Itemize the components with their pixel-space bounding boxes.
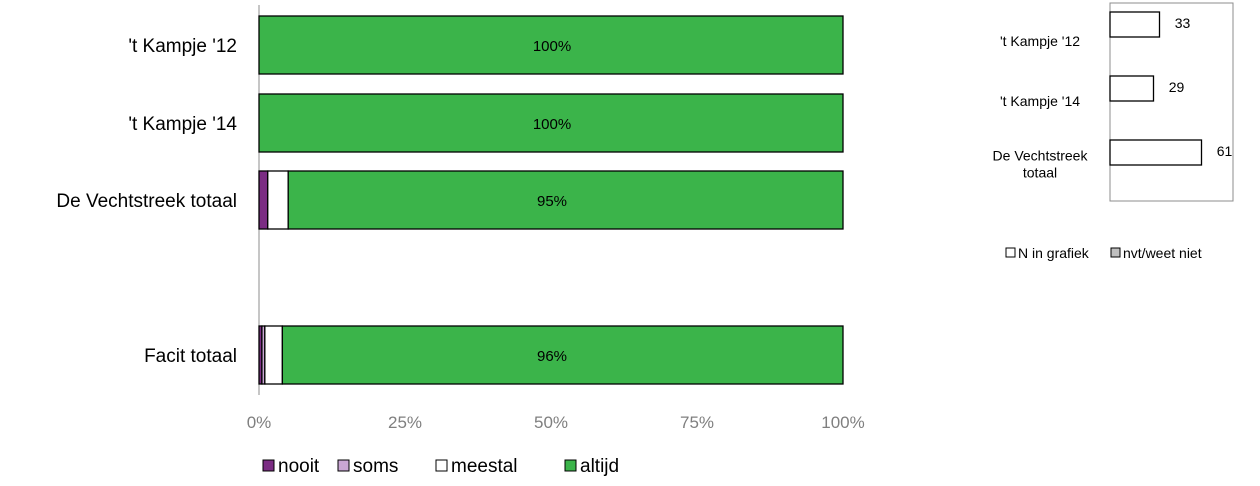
main-stacked-bar-chart: 't Kampje '12 100% 't Kampje '14 100% De Vec… [56,5,865,432]
n-plot-frame [1109,2,1234,202]
category-label-facit-totaal: Facit totaal [144,346,237,367]
main-legend: nooit soms meestal altijd [262,456,619,477]
legend-label-soms: soms [353,456,398,477]
n-bar-de-vechtstreek-totaal [1109,139,1203,166]
n-bar-chart: 33 't Kampje '12 29 't Kampje '14 61 De Vecht… [993,2,1234,202]
n-data-label-t-kampje-14: 29 [1169,79,1185,95]
bar-segment-altijd-facit-totaal [281,325,844,385]
data-label-facit-totaal: 96% [537,348,567,365]
category-label-t-kampje-14: 't Kampje '14 [128,114,237,135]
n-legend-label-nvt-weet-niet: nvt/weet niet [1123,245,1202,261]
bar-segment-altijd-de-vechtstreek-totaal [287,170,844,230]
bar-segment-altijd-t-kampje-14 [258,93,844,153]
x-tick-label-0: 0% [247,413,272,432]
n-legend: N in grafiek nvt/weet niet [1005,245,1202,261]
n-category-label-line: 't Kampje '14 [1000,93,1080,109]
legend-swatch-altijd [564,459,577,472]
bar-segment-nooit-de-vechtstreek-totaal [258,170,269,230]
x-tick-label-3: 75% [680,413,714,432]
n-bar-t-kampje-14 [1109,75,1155,102]
n-category-label-t-kampje-12: 't Kampje '12 [1000,33,1080,49]
data-label-de-vechtstreek-totaal: 95% [537,193,567,210]
n-category-label-de-vechtstreek-totaal: De Vechtstreek totaal [993,148,1089,181]
bar-segment-meestal-de-vechtstreek-totaal [267,170,289,230]
data-label-t-kampje-12: 100% [533,38,571,55]
x-tick-label-2: 50% [534,413,568,432]
legend-swatch-soms [337,459,350,472]
n-legend-swatch-nvt-weet-niet [1110,247,1121,258]
legend-label-meestal: meestal [451,456,518,477]
category-label-t-kampje-12: 't Kampje '12 [128,36,237,57]
n-legend-swatch-n-in-grafiek [1005,247,1016,258]
x-tick-label-1: 25% [388,413,422,432]
legend-swatch-nooit [262,459,275,472]
category-label-de-vechtstreek-totaal: De Vechtstreek totaal [56,191,237,212]
x-tick-label-4: 100% [821,413,864,432]
data-label-t-kampje-14: 100% [533,116,571,133]
legend-swatch-meestal [435,459,448,472]
legend-label-altijd: altijd [580,456,619,477]
n-data-label-de-vechtstreek-totaal: 61 [1217,143,1233,159]
bar-segment-meestal-facit-totaal [264,325,284,385]
n-legend-label-n-in-grafiek: N in grafiek [1018,245,1090,261]
n-category-label-t-kampje-14: 't Kampje '14 [1000,93,1080,109]
n-bar-t-kampje-12 [1109,11,1161,38]
n-category-label-line: 't Kampje '12 [1000,33,1080,49]
n-category-label-line: totaal [1023,165,1057,181]
n-category-label-line: De Vechtstreek [993,148,1089,164]
legend-label-nooit: nooit [278,456,320,477]
bar-segment-altijd-t-kampje-12 [258,15,844,75]
n-data-label-t-kampje-12: 33 [1175,15,1191,31]
